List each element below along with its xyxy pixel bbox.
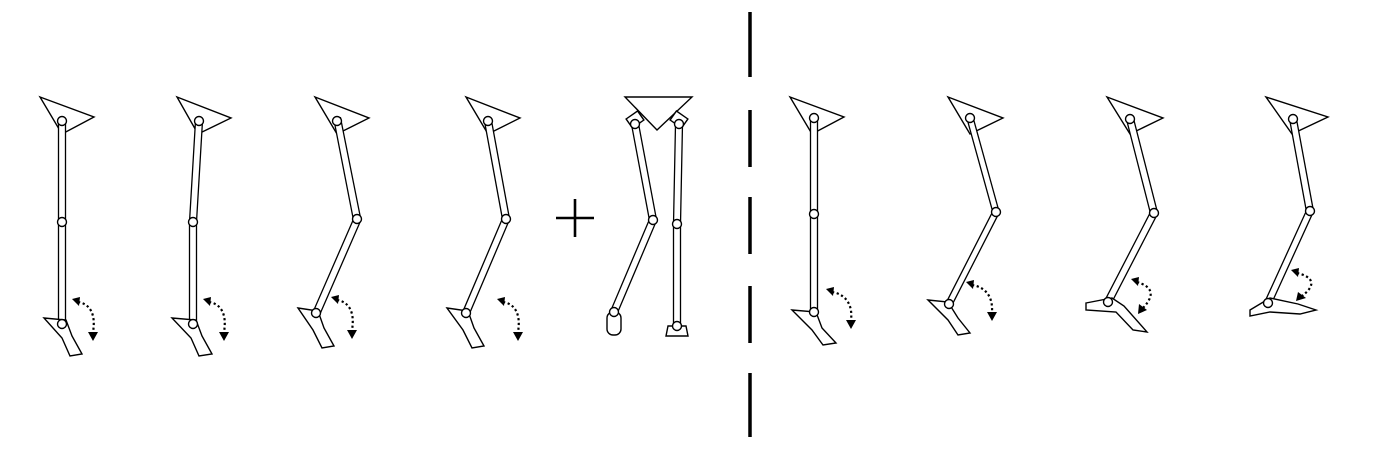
hip-triangle-icon [175, 95, 233, 135]
hip-triangle-icon [313, 95, 371, 135]
ankle-joint-icon [943, 298, 955, 310]
thigh-segment [809, 117, 819, 215]
right-shank-segment [672, 223, 682, 327]
ankle-joint-icon [187, 318, 199, 330]
right-thigh-segment [672, 123, 684, 225]
hip-triangle-icon [1105, 95, 1165, 135]
thigh-segment [188, 120, 204, 223]
rotation-arrow-icon [72, 297, 98, 341]
rotation-arrow-icon [497, 297, 523, 341]
hip-joint-icon [482, 115, 494, 127]
leg-figure-6 [926, 95, 1005, 336]
thigh-segment [57, 120, 67, 223]
shank-segment [945, 209, 1000, 307]
hip-joint-icon [1124, 113, 1136, 125]
knee-joint-icon [1148, 207, 1160, 219]
knee-joint-icon [990, 206, 1002, 218]
hip-joint-icon [1287, 113, 1299, 125]
knee-joint-icon [1304, 205, 1316, 217]
rotation-arrow-icon [203, 297, 229, 341]
shank-segment [809, 213, 819, 313]
left-hip-joint-icon [629, 118, 641, 130]
rotation-arrow-icon [826, 287, 856, 329]
plus-icon [556, 199, 594, 237]
ankle-joint-icon [310, 307, 322, 319]
ankle-joint-icon [808, 306, 820, 318]
knee-joint-icon [808, 208, 820, 220]
left-knee-joint-icon [647, 214, 659, 226]
leg-figure-3 [296, 95, 371, 349]
biped-figure [606, 96, 694, 337]
hip-joint-icon [964, 112, 976, 124]
hip-triangle-icon [946, 95, 1005, 135]
hip-joint-icon [331, 115, 343, 127]
leg-figure-2 [170, 95, 233, 357]
knee-joint-icon [351, 213, 363, 225]
knee-joint-icon [56, 216, 68, 228]
shank-segment [1264, 208, 1314, 306]
hip-joint-icon [808, 112, 820, 124]
leg-figure-1 [38, 95, 98, 357]
hip-triangle-icon [464, 95, 522, 135]
leg-figure-5 [788, 95, 856, 346]
foot-icon [1085, 297, 1149, 333]
knee-joint-icon [500, 213, 512, 225]
hip-joint-icon [56, 115, 68, 127]
hip-joint-icon [193, 115, 205, 127]
left-ankle-joint-icon [608, 306, 620, 318]
shank-segment [188, 221, 198, 325]
thigh-segment [483, 119, 511, 221]
right-hip-joint-icon [673, 118, 685, 130]
foot-icon [42, 317, 84, 357]
ankle-joint-icon [1262, 297, 1274, 309]
right-knee-joint-icon [671, 218, 683, 230]
left-shank-segment [609, 217, 658, 315]
knee-joint-icon [187, 216, 199, 228]
thigh-segment [333, 116, 362, 222]
leg-figure-4 [445, 95, 523, 349]
left-thigh-segment [630, 122, 658, 222]
foot-icon [1249, 297, 1319, 317]
ankle-joint-icon [460, 307, 472, 319]
right-ankle-joint-icon [671, 320, 683, 332]
thigh-segment [966, 115, 1000, 215]
leg-figure-8 [1249, 95, 1330, 317]
rotation-arrow-icon [966, 280, 997, 321]
shank-segment [57, 221, 67, 325]
thigh-segment [1288, 118, 1315, 213]
rotation-arrow-icon [1291, 268, 1313, 301]
hip-triangle-icon [1264, 95, 1330, 135]
rotation-arrow-icon [331, 295, 357, 339]
rotation-arrow-icon [1131, 277, 1152, 314]
hip-triangle-icon [38, 95, 96, 135]
ankle-joint-icon [1102, 296, 1114, 308]
ankle-joint-icon [56, 318, 68, 330]
leg-figure-7 [1085, 95, 1165, 333]
thigh-segment [1125, 117, 1159, 215]
